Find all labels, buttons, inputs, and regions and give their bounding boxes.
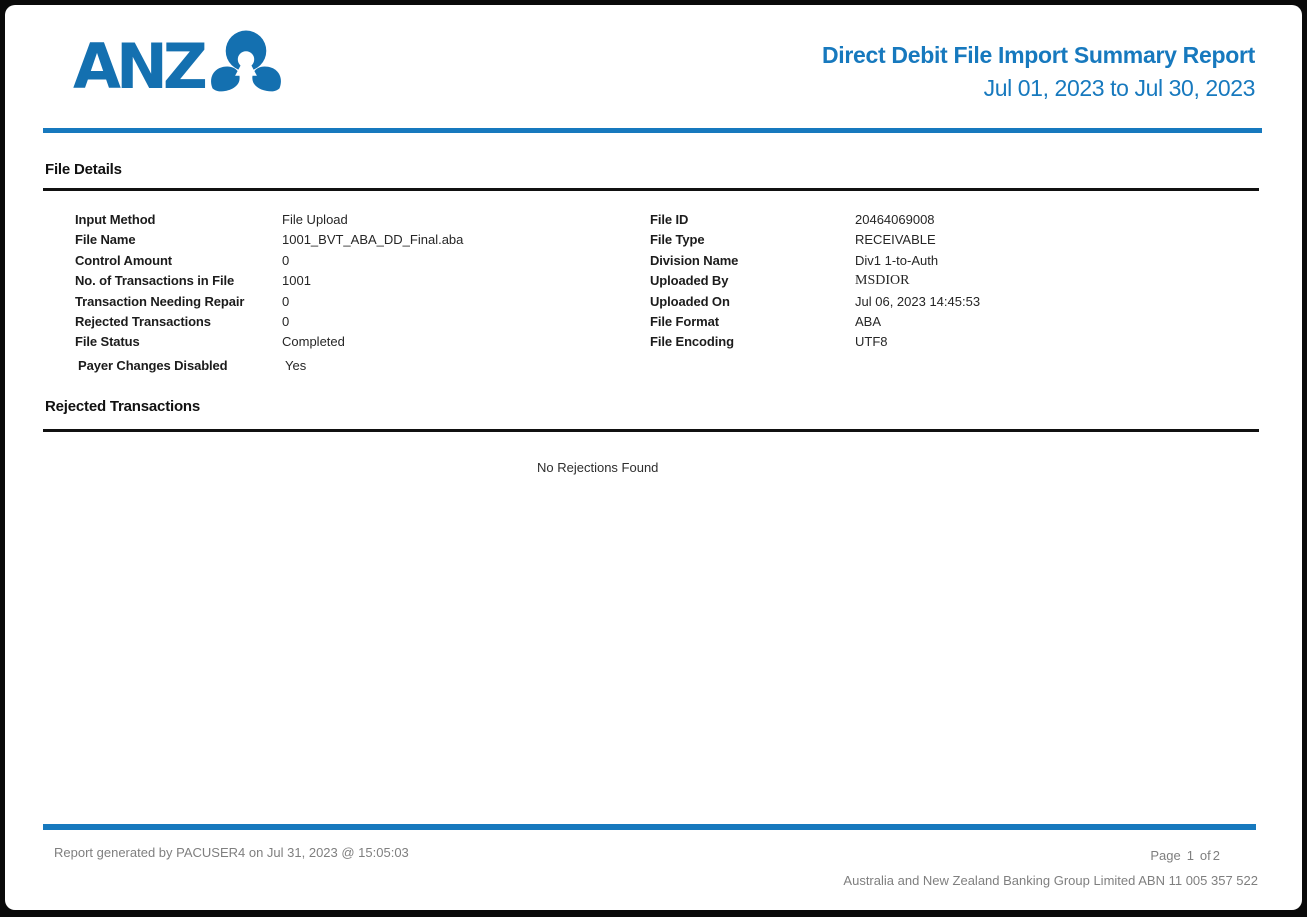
report-date-range: Jul 01, 2023 to Jul 30, 2023 [822, 74, 1255, 102]
detail-row: Uploaded By MSDIOR [650, 273, 1250, 293]
detail-value: 0 [282, 314, 289, 329]
detail-label: File Type [650, 232, 855, 247]
detail-label: Payer Changes Disabled [78, 358, 285, 373]
no-rejections-message: No Rejections Found [537, 460, 658, 475]
detail-label: File Format [650, 314, 855, 329]
detail-label: Uploaded By [650, 273, 855, 288]
page-current: 1 [1187, 848, 1194, 863]
footer-divider [43, 824, 1256, 830]
report-page: ANZ Direct Debit File Import Summary Rep… [5, 5, 1302, 910]
detail-label: Input Method [75, 212, 282, 227]
detail-row: Rejected Transactions 0 [75, 314, 635, 334]
detail-value: 20464069008 [855, 212, 935, 227]
detail-value: 1001_BVT_ABA_DD_Final.aba [282, 232, 463, 247]
detail-value: MSDIOR [855, 273, 909, 289]
detail-value: Jul 06, 2023 14:45:53 [855, 294, 980, 309]
detail-value: RECEIVABLE [855, 232, 936, 247]
report-header: Direct Debit File Import Summary Report … [822, 41, 1255, 102]
detail-label: Control Amount [75, 253, 282, 268]
detail-value: ABA [855, 314, 881, 329]
detail-row: Input Method File Upload [75, 212, 635, 232]
detail-row: File Format ABA [650, 314, 1250, 334]
detail-label: Rejected Transactions [75, 314, 282, 329]
file-details-right-column: File ID 20464069008 File Type RECEIVABLE… [650, 212, 1250, 355]
detail-value: Div1 1-to-Auth [855, 253, 938, 268]
report-generated-text: Report generated by PACUSER4 on Jul 31, … [54, 845, 409, 860]
detail-value: Yes [285, 358, 306, 373]
detail-label: Uploaded On [650, 294, 855, 309]
detail-label: Transaction Needing Repair [75, 294, 282, 309]
detail-row: File ID 20464069008 [650, 212, 1250, 232]
detail-label: File Name [75, 232, 282, 247]
detail-row: Payer Changes Disabled Yes [75, 358, 635, 378]
anz-logo: ANZ [73, 31, 285, 112]
page-indicator: Page 1 of2 [1150, 848, 1220, 863]
detail-row: Transaction Needing Repair 0 [75, 294, 635, 314]
report-title: Direct Debit File Import Summary Report [822, 41, 1255, 69]
file-details-heading: File Details [45, 161, 122, 178]
detail-value: 1001 [282, 273, 311, 288]
detail-label: File Encoding [650, 334, 855, 349]
detail-row: File Type RECEIVABLE [650, 232, 1250, 252]
page-total: 2 [1213, 848, 1220, 863]
detail-row: No. of Transactions in File 1001 [75, 273, 635, 293]
detail-label: No. of Transactions in File [75, 273, 282, 288]
detail-label: Division Name [650, 253, 855, 268]
anz-lotus-icon [207, 29, 285, 112]
detail-value: UTF8 [855, 334, 888, 349]
detail-row: Uploaded On Jul 06, 2023 14:45:53 [650, 294, 1250, 314]
detail-value: Completed [282, 334, 345, 349]
rejected-transactions-heading: Rejected Transactions [45, 398, 200, 415]
detail-row: Division Name Div1 1-to-Auth [650, 253, 1250, 273]
file-details-divider [43, 188, 1259, 191]
page-label: Page [1150, 848, 1180, 863]
detail-value: 0 [282, 253, 289, 268]
detail-row: File Name 1001_BVT_ABA_DD_Final.aba [75, 232, 635, 252]
anz-logo-text: ANZ [73, 31, 203, 103]
header-divider [43, 128, 1262, 133]
file-details-left-column: Input Method File Upload File Name 1001_… [75, 212, 635, 378]
detail-row: Control Amount 0 [75, 253, 635, 273]
rejected-transactions-divider [43, 429, 1259, 432]
detail-label: File ID [650, 212, 855, 227]
legal-text: Australia and New Zealand Banking Group … [843, 873, 1258, 888]
detail-row: File Encoding UTF8 [650, 334, 1250, 354]
detail-value: File Upload [282, 212, 348, 227]
detail-label: File Status [75, 334, 282, 349]
page-of-label: of [1200, 848, 1211, 863]
detail-value: 0 [282, 294, 289, 309]
detail-row: File Status Completed [75, 334, 635, 354]
